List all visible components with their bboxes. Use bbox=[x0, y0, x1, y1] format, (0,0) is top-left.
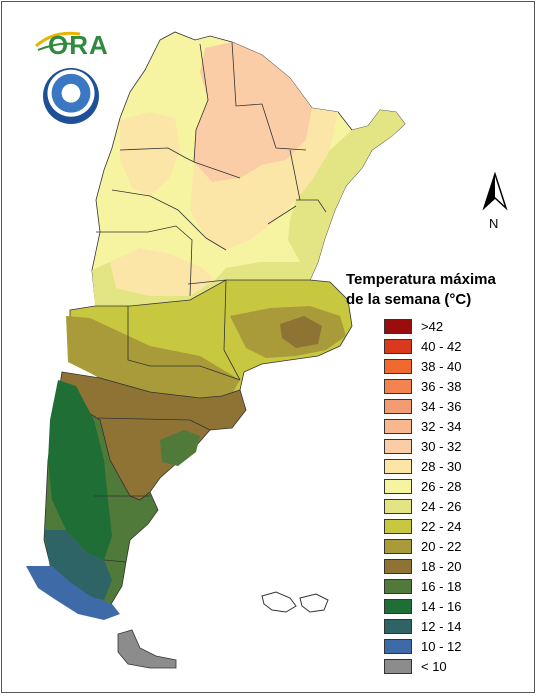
province-borders bbox=[94, 41, 327, 563]
legend-swatch bbox=[384, 439, 412, 454]
region-pampas-inner-18-20 bbox=[280, 316, 322, 348]
region-tierra-del-fuego bbox=[117, 629, 177, 669]
legend-label: 26 - 28 bbox=[421, 479, 462, 494]
legend-swatch bbox=[384, 339, 412, 354]
legend-swatch bbox=[384, 519, 412, 534]
legend-swatch bbox=[384, 479, 412, 494]
legend-swatch bbox=[384, 619, 412, 634]
legend-swatch bbox=[384, 419, 412, 434]
ora-logo-swoosh bbox=[35, 31, 81, 51]
legend-label: 38 - 40 bbox=[421, 359, 462, 374]
region-valdes-16-18 bbox=[160, 430, 200, 466]
legend-swatch bbox=[384, 319, 412, 334]
north-arrow: N bbox=[480, 171, 510, 232]
legend-swatch bbox=[384, 459, 412, 474]
legend-label: 32 - 34 bbox=[421, 419, 462, 434]
legend-label: < 10 bbox=[421, 659, 447, 674]
legend-swatch bbox=[384, 599, 412, 614]
legend-label: 30 - 32 bbox=[421, 439, 462, 454]
legend-label: 34 - 36 bbox=[421, 399, 462, 414]
region-northeast-30-32 bbox=[194, 42, 312, 182]
region-mesopotamia-24-26 bbox=[288, 110, 405, 262]
legend-label: 22 - 24 bbox=[421, 519, 462, 534]
region-northeast-28-30 bbox=[190, 108, 338, 250]
legend-swatch bbox=[384, 639, 412, 654]
falkland-islands bbox=[261, 591, 329, 613]
legend-label: 16 - 18 bbox=[421, 579, 462, 594]
legend-swatch bbox=[384, 379, 412, 394]
legend-title-line2: de la semana (°C) bbox=[346, 291, 472, 308]
region-central-24-26 bbox=[92, 262, 318, 316]
region-northwest-28-30 bbox=[120, 112, 180, 196]
legend-label: 20 - 22 bbox=[421, 539, 462, 554]
legend-label: 10 - 12 bbox=[421, 639, 462, 654]
ora-logo: ORA bbox=[34, 28, 108, 62]
north-arrow-icon bbox=[482, 171, 508, 211]
legend-label: 36 - 38 bbox=[421, 379, 462, 394]
region-andes-14-16 bbox=[48, 380, 112, 560]
legend-label: 24 - 26 bbox=[421, 499, 462, 514]
smn-seal-icon bbox=[43, 68, 99, 124]
legend-label: 12 - 14 bbox=[421, 619, 462, 634]
ora-logo-text: ORA bbox=[48, 30, 109, 60]
legend-swatch bbox=[384, 579, 412, 594]
legend-label: 40 - 42 bbox=[421, 339, 462, 354]
region-west-20-22 bbox=[66, 316, 240, 398]
north-label: N bbox=[489, 216, 499, 231]
legend-swatch bbox=[384, 539, 412, 554]
legend-label: >42 bbox=[421, 319, 444, 334]
legend-label: 14 - 16 bbox=[421, 599, 462, 614]
legend-swatch bbox=[384, 559, 412, 574]
legend-swatch bbox=[384, 399, 412, 414]
legend-swatch bbox=[384, 499, 412, 514]
legend-swatch bbox=[384, 359, 412, 374]
legend-title: Temperatura máxima de la semana (°C) bbox=[346, 270, 536, 310]
legend-label: 18 - 20 bbox=[421, 559, 462, 574]
region-south-12-14 bbox=[44, 530, 112, 600]
legend-title-line1: Temperatura máxima bbox=[346, 271, 496, 288]
legend-label: 28 - 30 bbox=[421, 459, 462, 474]
region-south-10-12 bbox=[26, 566, 120, 620]
legend-swatch bbox=[384, 659, 412, 674]
